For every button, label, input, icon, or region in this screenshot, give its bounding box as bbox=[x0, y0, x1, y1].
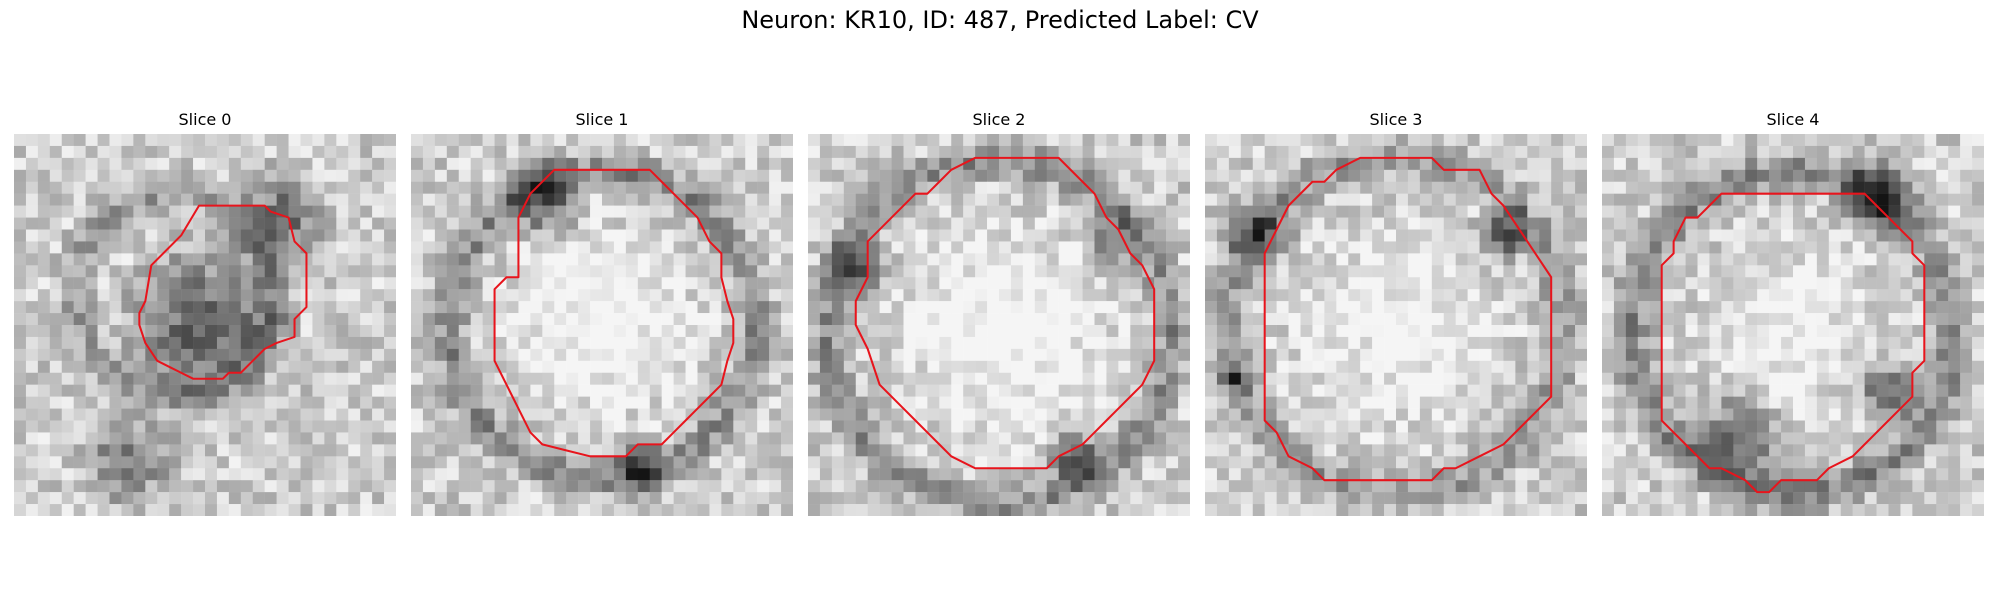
roi-contour bbox=[1263, 156, 1553, 482]
roi-contour bbox=[1660, 192, 1926, 494]
roi-contour bbox=[493, 168, 735, 458]
slice-image-2 bbox=[808, 134, 1190, 516]
slice-image-4 bbox=[1602, 134, 1984, 516]
slice-panel-2: Slice 2 bbox=[808, 108, 1190, 516]
slice-panel-0: Slice 0 bbox=[14, 108, 396, 516]
slice-image-3 bbox=[1205, 134, 1587, 516]
slice-panel-3: Slice 3 bbox=[1205, 108, 1587, 516]
slice-title: Slice 0 bbox=[178, 110, 232, 129]
slice-title: Slice 4 bbox=[1766, 110, 1820, 129]
figure-title: Neuron: KR10, ID: 487, Predicted Label: … bbox=[741, 6, 1259, 34]
roi-contour bbox=[854, 156, 1156, 470]
slice-image-1 bbox=[411, 134, 793, 516]
slice-image-0 bbox=[14, 134, 396, 516]
slice-panel-1: Slice 1 bbox=[411, 108, 793, 516]
slice-title: Slice 3 bbox=[1369, 110, 1423, 129]
roi-contour bbox=[138, 204, 308, 380]
slice-title: Slice 2 bbox=[972, 110, 1026, 129]
slice-title: Slice 1 bbox=[575, 110, 629, 129]
slice-panel-4: Slice 4 bbox=[1602, 108, 1984, 516]
